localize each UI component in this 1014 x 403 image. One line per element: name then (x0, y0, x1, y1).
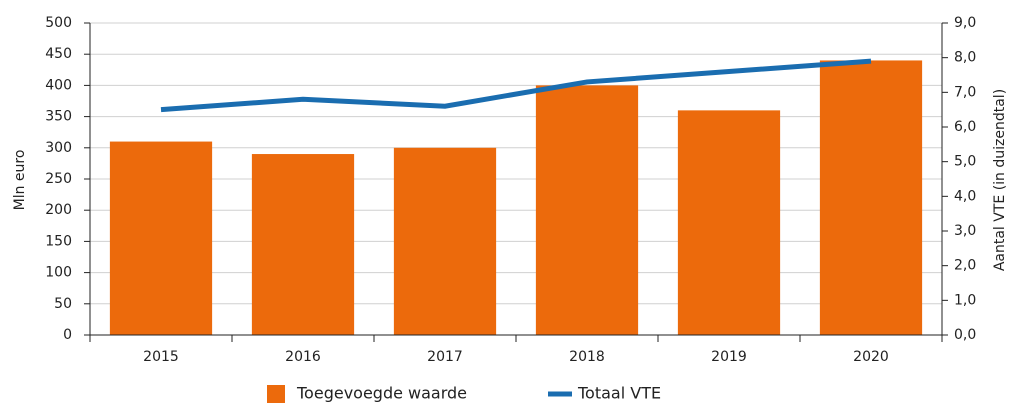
y-tick-label: 0 (63, 327, 72, 343)
x-tick-label: 2016 (285, 349, 321, 365)
y2-tick-label: 7,0 (954, 84, 976, 100)
bar (393, 147, 497, 335)
y2-tick-label: 2,0 (954, 258, 976, 274)
y-tick-label: 400 (45, 77, 72, 93)
bar (819, 60, 923, 335)
y2-axis-label: Aantal VTE (in duizendtal) (992, 89, 1008, 271)
x-tick-label: 2015 (143, 349, 179, 365)
y-tick-label: 250 (45, 171, 72, 187)
y-tick-label: 50 (54, 296, 72, 312)
y-axis-label: Mln euro (12, 150, 28, 211)
y2-tick-label: 3,0 (954, 223, 976, 239)
legend-label: Toegevoegde waarde (296, 384, 467, 403)
y2-tick-label: 4,0 (954, 188, 976, 204)
y-tick-label: 150 (45, 233, 72, 249)
x-tick-label: 2018 (569, 349, 605, 365)
y-tick-label: 300 (45, 140, 72, 156)
y2-tick-label: 0,0 (954, 327, 976, 343)
bar (109, 141, 213, 335)
y2-tick-label: 9,0 (954, 15, 976, 31)
y2-tick-label: 1,0 (954, 292, 976, 308)
y-tick-label: 200 (45, 202, 72, 218)
bar (535, 85, 639, 336)
y-tick-label: 100 (45, 265, 72, 281)
x-tick-label: 2020 (853, 349, 889, 365)
bar (251, 154, 355, 335)
legend-swatch (267, 385, 285, 403)
x-tick-label: 2019 (711, 349, 747, 365)
y2-tick-label: 8,0 (954, 50, 976, 66)
legend-label: Totaal VTE (577, 384, 661, 403)
x-tick-label: 2017 (427, 349, 463, 365)
y2-tick-label: 5,0 (954, 154, 976, 170)
y-tick-label: 450 (45, 46, 72, 62)
line (160, 58, 872, 113)
bar (677, 110, 781, 335)
y2-tick-label: 6,0 (954, 119, 976, 135)
y-tick-label: 500 (45, 15, 72, 31)
y-tick-label: 350 (45, 109, 72, 125)
